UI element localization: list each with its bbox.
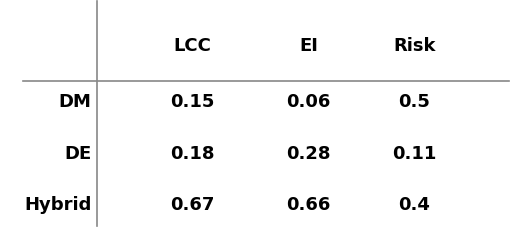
Text: DM: DM xyxy=(59,93,92,111)
Text: 0.4: 0.4 xyxy=(398,196,430,215)
Text: LCC: LCC xyxy=(173,37,211,55)
Text: 0.66: 0.66 xyxy=(286,196,330,215)
Text: Risk: Risk xyxy=(393,37,435,55)
Text: 0.5: 0.5 xyxy=(398,93,430,111)
Text: Hybrid: Hybrid xyxy=(24,196,92,215)
Text: 0.67: 0.67 xyxy=(170,196,214,215)
Text: 0.15: 0.15 xyxy=(170,93,214,111)
Text: 0.06: 0.06 xyxy=(286,93,330,111)
Text: EI: EI xyxy=(299,37,318,55)
Text: 0.11: 0.11 xyxy=(392,145,436,163)
Text: 0.18: 0.18 xyxy=(170,145,214,163)
Text: DE: DE xyxy=(64,145,92,163)
Text: 0.28: 0.28 xyxy=(286,145,330,163)
